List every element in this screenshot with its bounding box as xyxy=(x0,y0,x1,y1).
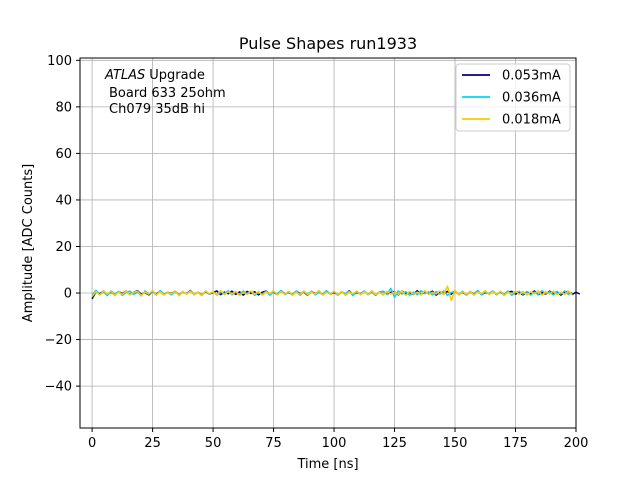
plot-area-frame xyxy=(79,57,577,429)
x-tick-label: 200 xyxy=(564,436,589,451)
x-tick-label: 125 xyxy=(382,436,407,451)
y-tick-label: 100 xyxy=(47,54,72,69)
legend-label: 0.018mA xyxy=(502,113,561,128)
annotation-line-3: Ch079 35dB hi xyxy=(109,102,205,117)
x-axis-ticks: 0 25 50 75 100 125 150 175 200 xyxy=(88,428,588,451)
chart-title: Pulse Shapes run1933 xyxy=(239,34,417,53)
x-tick-label: 175 xyxy=(503,436,528,451)
legend: 0.053mA 0.036mA 0.018mA xyxy=(455,63,571,132)
atlas-annotation: ATLAS Upgrade Board 633 25ohm Ch079 35dB … xyxy=(104,68,226,117)
x-axis-title: Time [ns] xyxy=(296,457,358,472)
x-tick-label: 50 xyxy=(205,436,222,451)
y-axis-ticks: −40 −20 0 20 40 60 80 100 xyxy=(45,54,80,395)
y-tick-label: −40 xyxy=(45,380,72,395)
y-tick-label: 80 xyxy=(55,100,72,115)
legend-label: 0.036mA xyxy=(502,91,561,106)
y-tick-label: 0 xyxy=(64,287,72,302)
annotation-upgrade: Upgrade xyxy=(149,68,205,83)
y-tick-label: 20 xyxy=(55,240,72,255)
x-tick-label: 75 xyxy=(265,436,282,451)
legend-label: 0.053mA xyxy=(502,69,561,84)
y-tick-label: 40 xyxy=(55,193,72,208)
x-tick-label: 0 xyxy=(88,436,96,451)
x-tick-label: 25 xyxy=(144,436,161,451)
series-line-0.018mA xyxy=(91,285,573,302)
x-tick-label: 150 xyxy=(443,436,468,451)
annotation-line-2: Board 633 25ohm xyxy=(109,86,226,101)
annotation-line-1: ATLAS Upgrade xyxy=(104,68,205,83)
y-axis-title: Amplitude [ADC Counts] xyxy=(21,164,36,322)
legend-entries: 0.053mA 0.036mA 0.018mA xyxy=(462,69,561,128)
annotation-atlas: ATLAS xyxy=(104,68,145,83)
y-tick-label: 60 xyxy=(55,147,72,162)
x-tick-label: 100 xyxy=(322,436,347,451)
legend-box xyxy=(455,63,571,132)
y-tick-label: −20 xyxy=(45,333,72,348)
series-lines xyxy=(91,285,581,302)
